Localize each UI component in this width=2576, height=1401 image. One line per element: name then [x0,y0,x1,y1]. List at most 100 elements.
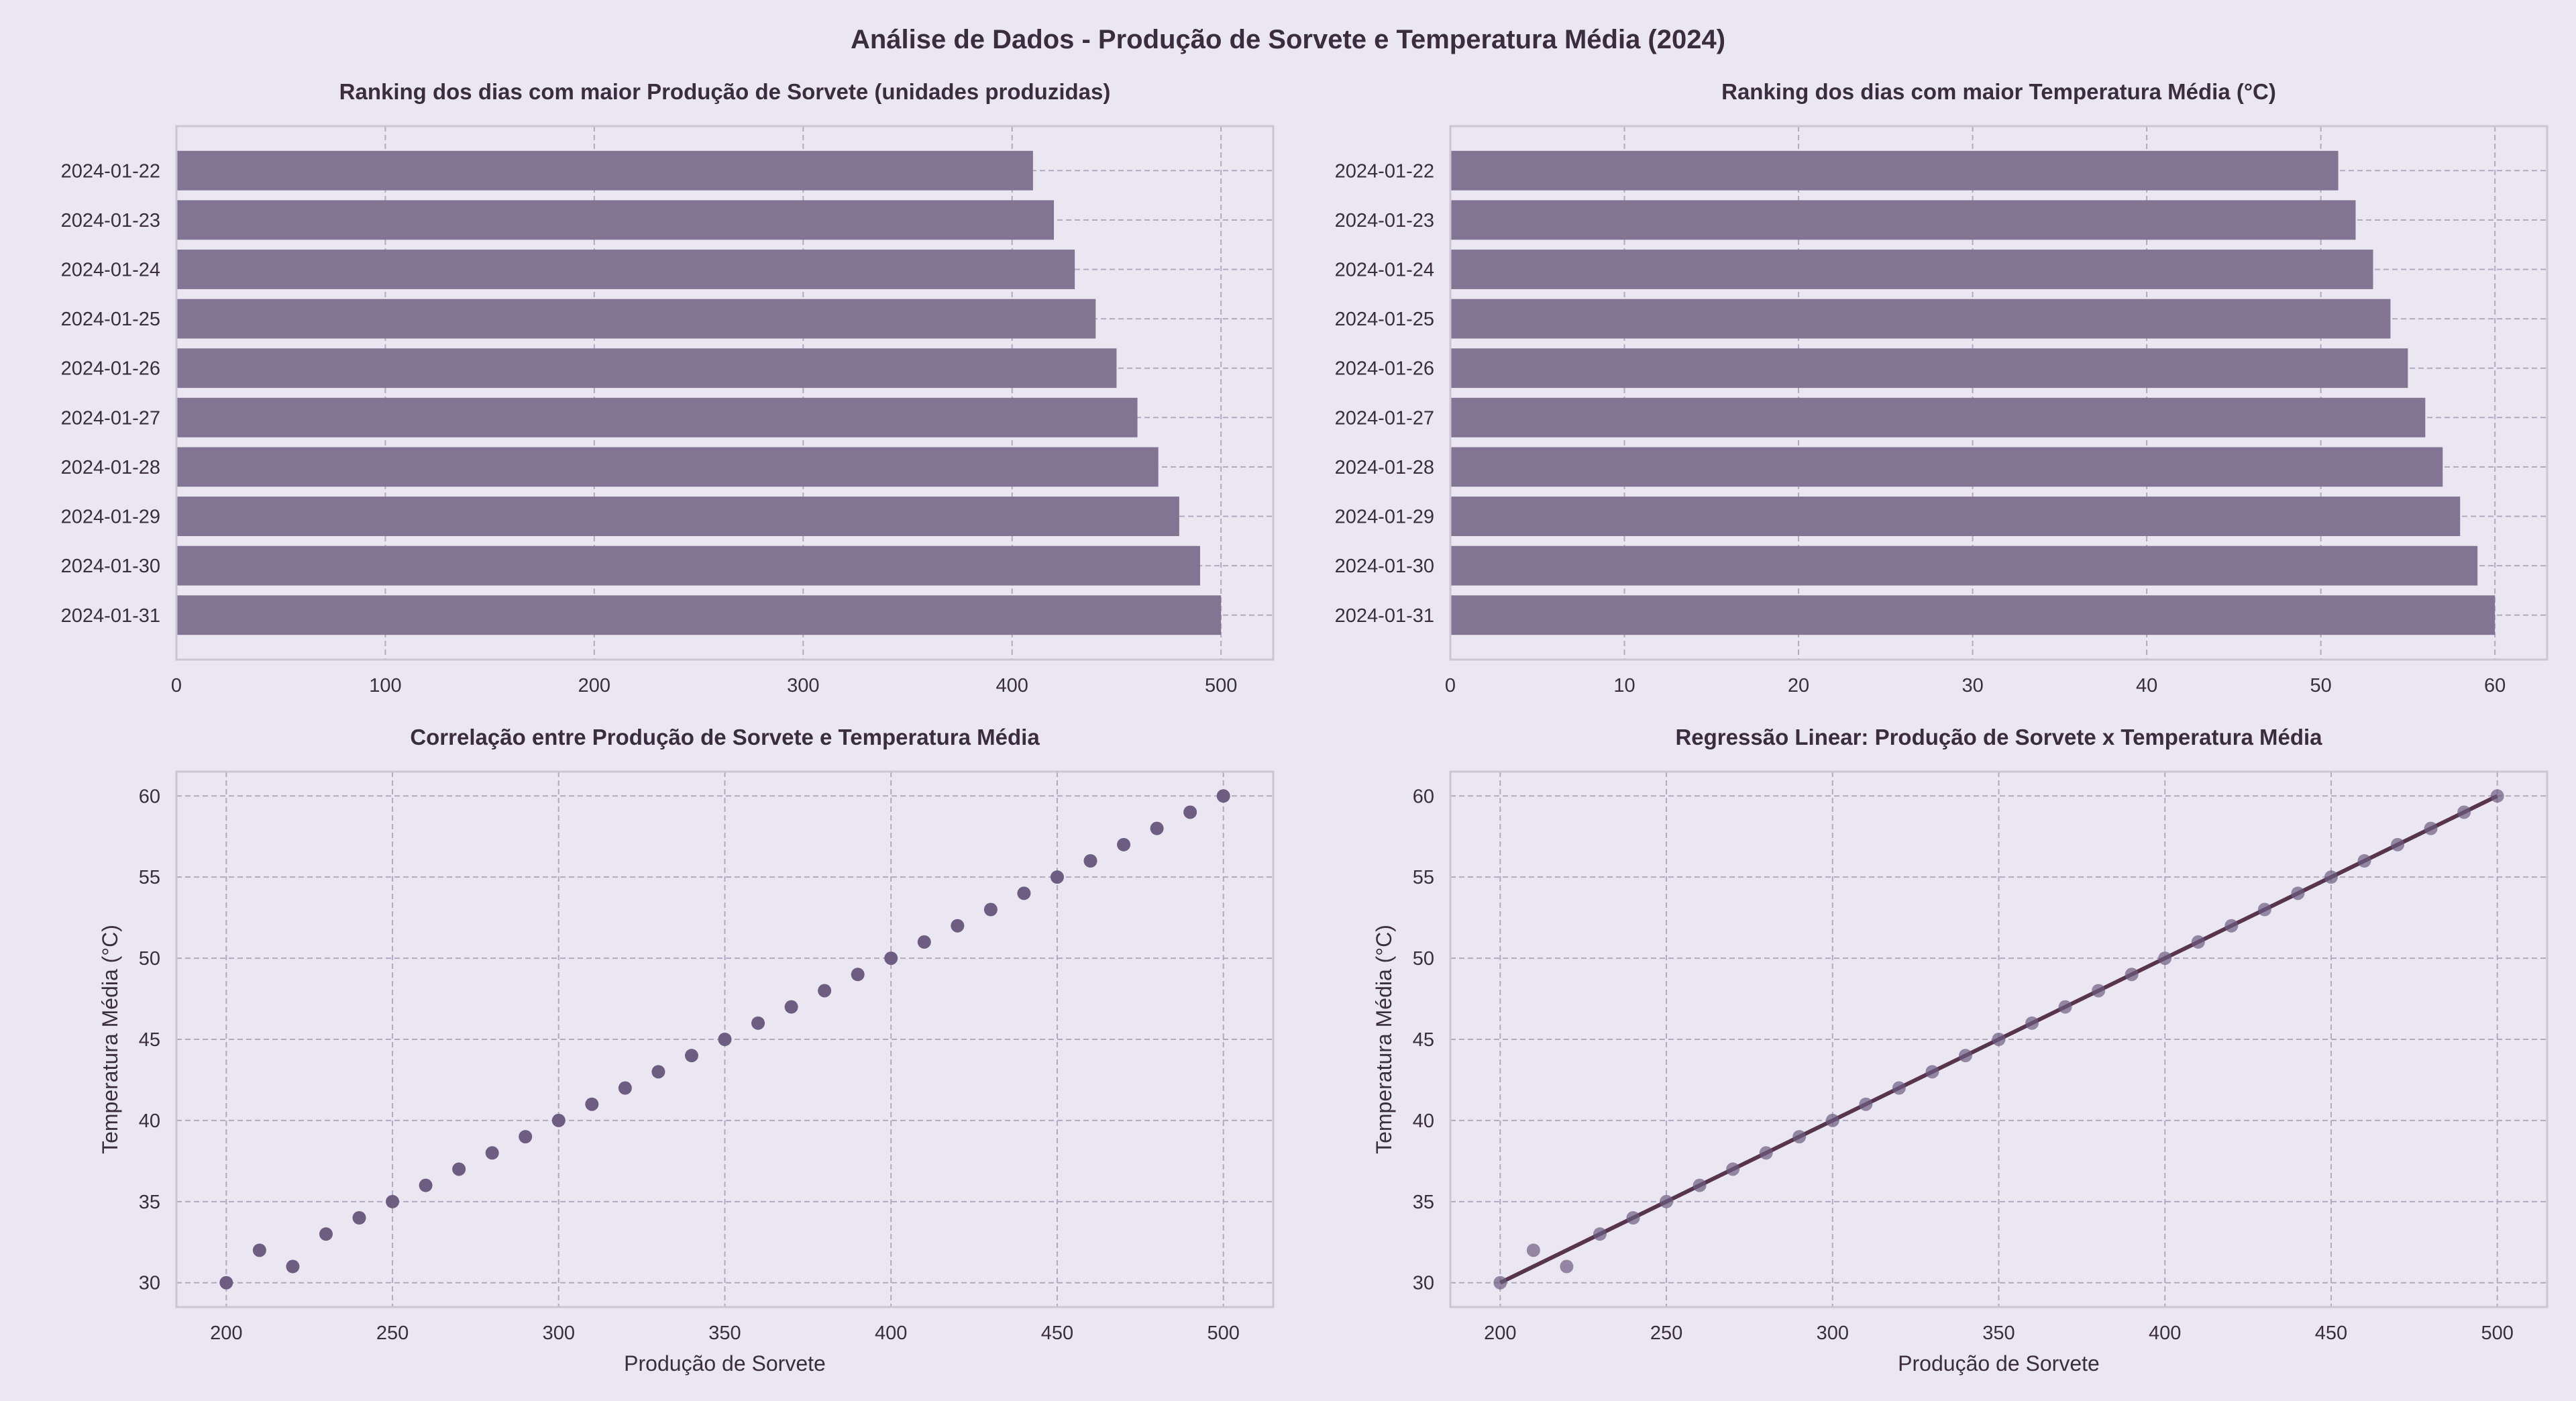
data-point [219,1276,233,1290]
bar-2024-01-29 [1450,497,2461,536]
bar-2024-01-31 [176,595,1222,635]
data-point [1083,854,1097,868]
x-tick-label: 0 [171,675,182,696]
bar-2024-01-30 [1450,546,2478,586]
data-point [1017,886,1031,900]
y-tick-label: 30 [139,1273,160,1294]
chart-panel-regression: Regressão Linear: Produção de Sorvete x … [1372,725,2548,1376]
data-point [2058,1000,2072,1014]
bar-2024-01-23 [1450,200,2356,240]
x-tick-label: 10 [1613,675,1635,696]
x-tick-label: 450 [2315,1322,2347,1344]
data-point [286,1259,300,1274]
data-point [684,1049,698,1063]
y-tick-label: 2024-01-27 [61,407,160,429]
y-tick-label: 50 [1413,948,1434,970]
y-tick-label: 2024-01-26 [61,358,160,380]
data-point [2457,805,2471,819]
data-point [2224,919,2239,933]
y-tick-label: 2024-01-22 [61,160,160,182]
data-point [718,1033,732,1046]
x-tick-label: 50 [2310,675,2331,696]
y-tick-label: 45 [139,1029,160,1051]
data-point [1925,1065,1939,1079]
data-point [585,1097,599,1111]
y-tick-label: 2024-01-29 [61,507,160,528]
y-tick-label: 30 [1413,1273,1434,1294]
data-point [252,1243,266,1257]
data-point [319,1227,333,1241]
data-point [2357,854,2371,868]
y-tick-label: 2024-01-28 [1335,457,1434,478]
data-point [1693,1178,1707,1192]
data-point [2490,789,2504,803]
data-point [2191,935,2205,949]
y-tick-label: 2024-01-23 [1335,210,1434,231]
figure-title: Análise de Dados - Produção de Sorvete e… [851,25,1725,54]
x-tick-label: 250 [1650,1322,1682,1344]
x-tick-label: 40 [2136,675,2157,696]
y-tick-label: 2024-01-29 [1335,507,1434,528]
data-point [2158,951,2172,966]
y-tick-label: 40 [139,1110,160,1132]
y-tick-label: 2024-01-30 [61,556,160,577]
y-axis-label: Temperatura Média (°C) [1372,925,1396,1154]
x-tick-label: 350 [708,1322,741,1344]
chart-panel-production-ranking: Ranking dos dias com maior Produção de S… [61,79,1275,696]
data-point [1493,1276,1507,1290]
data-point [419,1178,433,1192]
data-point [917,935,931,949]
x-tick-label: 60 [2484,675,2506,696]
data-point [1825,1113,1839,1127]
data-point [1626,1211,1640,1225]
y-tick-label: 55 [139,867,160,888]
bar-2024-01-24 [1450,250,2373,289]
bar-2024-01-29 [176,497,1179,536]
data-point [386,1194,400,1208]
x-tick-label: 350 [1982,1322,2015,1344]
plot-frame [1449,770,2548,1308]
bar-2024-01-30 [176,546,1200,586]
x-tick-label: 100 [369,675,401,696]
x-tick-label: 400 [875,1322,907,1344]
data-point [983,902,998,917]
data-point [1117,837,1131,851]
data-point [1183,805,1197,819]
x-tick-label: 250 [376,1322,409,1344]
x-tick-label: 500 [1205,675,1237,696]
data-point [2092,984,2106,998]
data-point [485,1146,499,1160]
plot-frame [1449,125,2548,661]
x-tick-label: 400 [2149,1322,2181,1344]
data-point [1660,1194,1674,1208]
y-tick-label: 35 [1413,1192,1434,1213]
data-point [2424,821,2438,835]
data-point [551,1113,566,1127]
bar-2024-01-22 [176,150,1033,191]
bar-2024-01-22 [1450,150,2339,191]
data-point [1892,1081,1906,1095]
chart-title: Regressão Linear: Produção de Sorvete x … [1675,725,2322,749]
data-point [751,1016,765,1030]
data-point [1526,1243,1540,1257]
data-point [1050,870,1064,884]
x-tick-label: 200 [1484,1322,1516,1344]
data-point [2291,886,2305,900]
data-point [519,1130,533,1144]
data-point [618,1081,632,1095]
bar-2024-01-25 [176,299,1096,339]
bar-2024-01-26 [1450,348,2408,388]
bar-2024-01-27 [1450,397,2426,437]
y-tick-label: 2024-01-28 [61,457,160,478]
data-point [2025,1016,2039,1030]
data-point [1593,1227,1607,1241]
chart-title: Ranking dos dias com maior Produção de S… [339,79,1111,104]
data-point [851,968,865,982]
chart-title: Ranking dos dias com maior Temperatura M… [1721,79,2276,104]
x-tick-label: 500 [1207,1322,1239,1344]
chart-panel-temperature-ranking: Ranking dos dias com maior Temperatura M… [1335,79,2548,696]
bar-2024-01-31 [1450,595,2496,635]
data-point [1859,1097,1873,1111]
x-tick-label: 0 [1445,675,1456,696]
x-axis-label: Produção de Sorvete [1898,1351,2100,1376]
